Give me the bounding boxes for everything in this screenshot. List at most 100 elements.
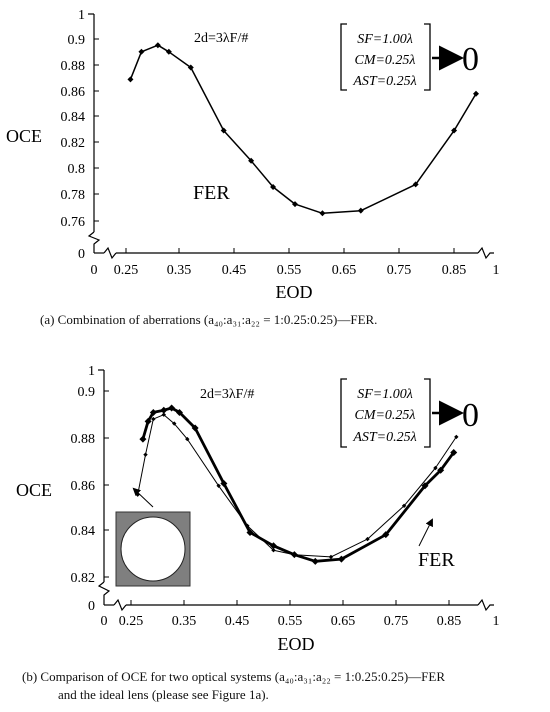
chart-b-data-point [245, 523, 250, 528]
chart-a-y-break [87, 231, 101, 253]
chart-a-series-label: FER [193, 182, 230, 204]
chart-b-y-break [97, 581, 111, 605]
chart-b-ytick-label: 0.82 [71, 571, 96, 586]
chart-a-plot-area [127, 42, 479, 217]
chart-a-x-break-left [103, 246, 117, 260]
chart-a-xtick-label: 0.65 [332, 263, 357, 278]
chart-a-xtick-label: 0.85 [442, 263, 467, 278]
chart-a-xtick-label: 0.45 [222, 263, 247, 278]
ideal-lens-inset [115, 487, 191, 587]
chart-b-ytick-label: 0 [88, 599, 95, 614]
chart-b-xtick-label: 0.35 [172, 614, 197, 629]
chart-b-box-left-bracket [340, 378, 347, 448]
chart-b-y-axis-title: OCE [16, 480, 52, 500]
fer-callout: FER [418, 518, 455, 571]
chart-b-data-point [220, 480, 228, 488]
chart-b-data-point [216, 483, 221, 488]
inset-pointer-arrow [132, 487, 154, 508]
chart-b-box-right-bracket [424, 378, 431, 448]
chart-a-x-axis-title: EOD [276, 282, 313, 302]
chart-a-xtick-label: 0.75 [387, 263, 412, 278]
ideal-lens-circle [120, 516, 186, 582]
chart-b-data-point [172, 421, 177, 426]
chart-a-x-tick-labels: 0 0.25 0.35 0.45 0.55 0.65 0.75 0.85 1 [91, 263, 500, 278]
chart-b-data-point [135, 492, 140, 497]
chart-a-axes [87, 13, 494, 260]
chart-a-data-point [127, 76, 134, 83]
chart-a-y-tick-labels: 1 0.9 0.88 0.86 0.84 0.82 0.8 0.78 0.76 … [61, 8, 86, 262]
chart-b-data-point [168, 404, 176, 412]
chart-b-data-point [139, 435, 147, 443]
chart-b-y-tick-marks [104, 390, 109, 578]
chart-b-xtick-label: 0.85 [437, 614, 462, 629]
chart-b-y-tick-labels: 1 0.9 0.88 0.86 0.84 0.82 0 [71, 364, 96, 614]
chart-b-x-tick-marks [130, 600, 450, 605]
caption-a-text: (a) Combination of aberrations (a₄₀:a₃₁:… [40, 312, 378, 327]
chart-a-data-point [220, 127, 227, 134]
chart-a-xtick-label: 1 [493, 263, 500, 278]
chart-b-data-point [292, 552, 297, 557]
chart-b-data-point [143, 452, 148, 457]
chart-b-x-break-left [113, 598, 127, 612]
chart-a-box-left-bracket [340, 23, 347, 91]
chart-a-xtick-label: 0 [91, 263, 98, 278]
chart-a-data-point [451, 127, 458, 134]
chart-a-arrow-target: 0 [462, 41, 479, 78]
chart-b-data-point [175, 408, 183, 416]
chart-a-ytick-label: 0.86 [61, 85, 86, 100]
chart-a-data-point [138, 48, 145, 55]
chart-a-ytick-label: 0.88 [61, 59, 86, 74]
chart-b-xtick-label: 0.65 [331, 614, 356, 629]
chart-a-ytick-label: 0.9 [68, 33, 86, 48]
chart-b-data-point [337, 555, 345, 563]
chart-a-ytick-label: 0.84 [61, 110, 86, 125]
chart-b-params-box: SF=1.00λ CM=0.25λ AST=0.25λ 0 [340, 378, 479, 448]
chart-b-data-point [421, 482, 429, 490]
chart-b-data-point [191, 424, 199, 432]
chart-b-box-line: CM=0.25λ [354, 408, 415, 423]
chart-a-series-line-1 [129, 44, 477, 215]
chart-a-x-break-right [477, 246, 494, 260]
chart-a-box-line: AST=0.25λ [352, 74, 416, 89]
caption-b-line-1: (b) Comparison of OCE for two optical sy… [22, 669, 446, 684]
fer-pointer-arrow [418, 518, 433, 547]
chart-a-data-point [473, 90, 479, 97]
chart-b-data-point [450, 448, 458, 456]
chart-b-x-tick-labels: 0 0.25 0.35 0.45 0.55 0.65 0.75 0.85 1 [101, 614, 500, 629]
chart-b-data-point [433, 465, 438, 471]
chart-b-data-point [161, 412, 166, 417]
chart-b: 1 0.9 0.88 0.86 0.84 0.82 0 0 0.25 0.35 … [16, 364, 500, 654]
chart-a-ytick-label: 0 [78, 247, 85, 262]
chart-b-data-point [151, 416, 156, 422]
chart-b-data-point [454, 434, 459, 440]
chart-a-data-point [154, 42, 161, 49]
chart-a-ytick-label: 1 [78, 8, 85, 23]
chart-a-ytick-label: 0.76 [61, 215, 86, 230]
chart-b-data-point [269, 542, 277, 550]
chart-b-ytick-label: 0.88 [71, 432, 96, 447]
chart-b-data-point [311, 557, 319, 565]
chart-a-data-point [270, 184, 277, 191]
chart-b-ytick-label: 0.86 [71, 479, 96, 494]
chart-b-data-point [149, 408, 157, 416]
chart-b-data-point [365, 536, 370, 542]
chart-b-xtick-label: 0.45 [225, 614, 250, 629]
chart-a-data-point [292, 201, 298, 208]
chart-b-data-point [246, 528, 254, 536]
chart-a-box-right-bracket [424, 23, 431, 91]
chart-b-data-point [271, 548, 276, 553]
chart-b-box-line: AST=0.25λ [352, 430, 416, 445]
chart-a-formula: 2d=3λF/# [194, 31, 248, 46]
chart-a-xtick-label: 0.25 [114, 263, 139, 278]
chart-b-xtick-label: 0.75 [384, 614, 409, 629]
chart-a: 1 0.9 0.88 0.86 0.84 0.82 0.8 0.78 0.76 … [6, 8, 500, 302]
caption-a: (a) Combination of aberrations (a₄₀:a₃₁:… [40, 311, 377, 329]
chart-b-data-point [437, 466, 445, 474]
chart-b-ytick-label: 0.9 [78, 385, 96, 400]
chart-a-data-point [412, 181, 419, 188]
chart-b-xtick-label: 0 [101, 614, 108, 629]
chart-b-formula: 2d=3λF/# [200, 387, 254, 402]
chart-b-axes [97, 369, 494, 612]
chart-b-xtick-label: 0.55 [278, 614, 303, 629]
